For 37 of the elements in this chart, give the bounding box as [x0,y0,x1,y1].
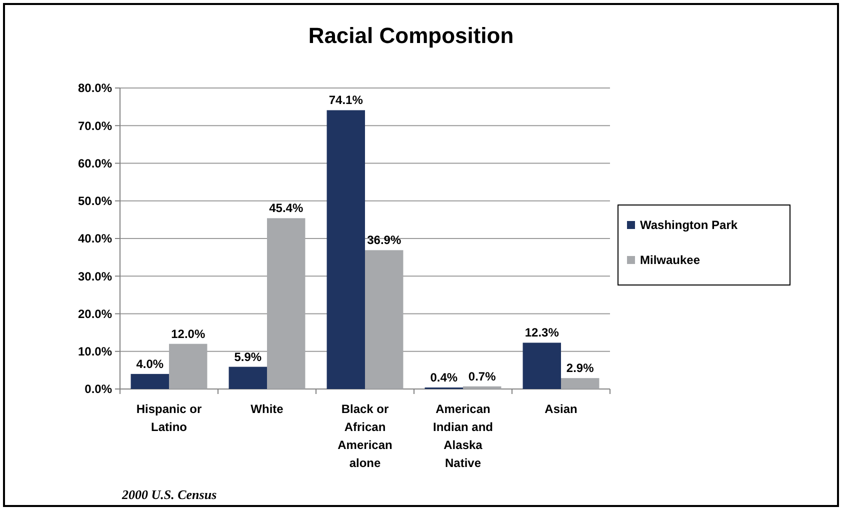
text: 2000 U.S. Census [121,487,217,502]
chart-title: Racial Composition [308,23,514,48]
y-tick-label: 10.0% [78,344,112,359]
x-tick-label: Asian [544,402,578,416]
y-tick-label: 30.0% [78,269,112,284]
y-tick-label: 80.0% [78,81,112,96]
x-tick-label: Hispanic or Latino [136,402,202,434]
y-tick-label: 70.0% [78,118,112,133]
data-label: 0.7% [468,369,496,384]
x-tick-label: Black or African American alone [338,402,392,470]
bar [326,110,365,389]
y-tick-label: 50.0% [78,194,112,208]
data-label: 45.4% [269,201,304,216]
x-tick-label: American Indian and Alaska Native [433,402,493,470]
x-tick-label: White [250,402,284,416]
y-tick-label: 40.0% [78,232,112,246]
y-tick-label: 20.0% [78,306,112,321]
y-tick-label: 0.0% [84,382,112,396]
data-label: 12.3% [524,326,560,340]
bar [365,250,404,389]
data-label: 5.9% [234,350,262,364]
data-label: 4.0% [136,356,164,371]
bar [267,218,306,389]
bar [228,366,267,389]
bar [522,342,561,389]
bar [130,374,169,389]
data-label: 2.9% [566,361,594,376]
data-label: 12.0% [171,326,206,341]
data-label: 0.4% [430,370,458,384]
legend-label: Milwaukee [640,253,700,268]
data-label: 36.9% [367,233,402,248]
data-label: 74.1% [328,93,364,108]
y-tick-label: 60.0% [78,156,112,170]
bar [169,344,208,389]
bar [463,386,502,389]
bar [561,378,600,389]
legend-label: Washington Park [640,218,738,232]
